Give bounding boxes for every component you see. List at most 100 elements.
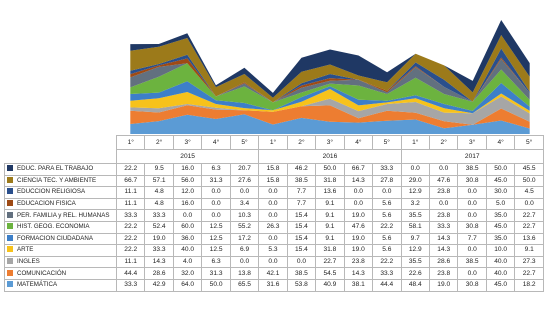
data-label: 12.9: [400, 244, 430, 257]
data-label: 35.5: [400, 209, 430, 222]
x-tick-label: 2°: [144, 135, 174, 150]
data-label: 9.1: [514, 244, 544, 257]
legend-swatch: [7, 223, 13, 230]
data-label: 33.3: [144, 209, 174, 222]
data-label: 0.0: [258, 232, 288, 246]
x-tick-label: 3°: [457, 135, 487, 150]
data-label: 3.4: [229, 197, 260, 211]
data-label: 57.1: [144, 174, 174, 188]
data-label: 31.6: [258, 278, 288, 292]
data-label: 7.7: [457, 232, 487, 246]
data-label: 22.2: [115, 232, 146, 246]
data-label: 44.4: [372, 278, 402, 292]
area-educ-para-el-trabajo: [130, 20, 530, 98]
data-label: 9.1: [315, 232, 345, 246]
data-label: 45.0: [485, 278, 516, 292]
data-label: 5.6: [372, 244, 402, 257]
data-label: 14.3: [343, 267, 374, 280]
data-label: 15.4: [286, 244, 317, 257]
legend-entry: INGLES: [4, 255, 117, 269]
data-label: 14.3: [428, 244, 459, 257]
legend-swatch: [7, 200, 13, 207]
legend-swatch: [7, 281, 13, 288]
data-label: 12.0: [172, 186, 203, 199]
data-label: 19.0: [343, 209, 374, 222]
legend-entry: FORMACION CIUDADANA: [4, 232, 117, 246]
data-label: 28.6: [428, 255, 459, 269]
legend-entry: ARTE: [4, 244, 117, 257]
x-tick-label: 4°: [201, 135, 231, 150]
data-label: 22.2: [115, 163, 146, 176]
data-label: 48.4: [400, 278, 430, 292]
data-label: 40.0: [485, 267, 516, 280]
x-tick-label: 4°: [343, 135, 374, 150]
data-label: 33.3: [428, 220, 459, 234]
legend-swatch: [7, 258, 13, 265]
x-tick-label: 4°: [485, 135, 516, 150]
data-label: 38.5: [286, 174, 317, 188]
data-label: 35.0: [485, 232, 516, 246]
x-tick-label: 1°: [400, 135, 430, 150]
data-label: 11.1: [115, 197, 146, 211]
data-label: 30.8: [457, 278, 487, 292]
data-label: 33.3: [372, 163, 402, 176]
data-table: 1° 2° 3° 4° 5° 1° 2° 3° 4° 5° 1° 2° 3° 4° 5° 2015 2016 20…: [4, 135, 545, 292]
data-label: 5.6: [372, 197, 402, 211]
legend-swatch: [7, 211, 13, 218]
data-label: 29.0: [400, 174, 430, 188]
data-label: 33.3: [372, 267, 402, 280]
series-name: EDUCCION RELIGIOSA: [17, 188, 86, 196]
data-label: 13.8: [229, 267, 260, 280]
data-label: 35.0: [485, 209, 516, 222]
data-label: 5.6: [372, 232, 402, 246]
data-label: 15.4: [286, 220, 317, 234]
data-label: 10.0: [485, 244, 516, 257]
data-label: 54.5: [315, 267, 345, 280]
area-ciencia-tec-y-ambiente: [130, 35, 530, 103]
x-tick-label: 1°: [258, 135, 288, 150]
data-label: 31.8: [315, 174, 345, 188]
data-label: 45.5: [514, 163, 544, 176]
x-tick-label: 2°: [286, 135, 317, 150]
data-label: 28.6: [144, 267, 174, 280]
data-label: 23.8: [343, 255, 374, 269]
series-name: ARTE: [17, 246, 34, 254]
legend-entry: EDUC. PARA EL TRABAJO: [4, 163, 117, 176]
legend-swatch: [7, 176, 13, 183]
data-label: 0.0: [514, 197, 544, 211]
legend-swatch: [7, 165, 13, 172]
data-label: 45.0: [485, 174, 516, 188]
table-row: CIENCIA TEC. Y AMBIENTE 66.7 57.1 56.0 31.3 2…: [4, 174, 544, 188]
data-label: 7.7: [286, 197, 317, 211]
data-label: 15.8: [258, 163, 288, 176]
legend-entry: MATEMÁTICA: [4, 278, 117, 292]
data-label: 12.5: [201, 220, 231, 234]
data-label: 32.0: [172, 267, 203, 280]
data-label: 27.3: [514, 255, 544, 269]
data-label: 50.0: [485, 163, 516, 176]
data-label: 33.3: [115, 209, 146, 222]
data-label: 0.0: [201, 186, 231, 199]
data-label: 22.7: [514, 220, 544, 234]
data-label: 0.0: [172, 209, 203, 222]
data-label: 9.1: [315, 220, 345, 234]
series-name: INGLES: [17, 258, 40, 266]
data-label: 9.1: [315, 209, 345, 222]
data-label: 30.0: [485, 186, 516, 199]
data-label: 31.8: [315, 244, 345, 257]
data-label: 0.0: [457, 209, 487, 222]
series-name: MATEMÁTICA: [17, 281, 58, 289]
legend-swatch: [7, 234, 13, 241]
series-name: EDUC. PARA EL TRABAJO: [17, 165, 94, 173]
data-label: 30.8: [457, 220, 487, 234]
data-label: 9.5: [144, 163, 174, 176]
data-label: 12.5: [201, 232, 231, 246]
data-label: 11.1: [115, 255, 146, 269]
data-label: 19.0: [428, 278, 459, 292]
data-label: 46.2: [286, 163, 317, 176]
data-label: 4.8: [144, 186, 174, 199]
data-label: 0.0: [229, 186, 260, 199]
data-label: 0.0: [258, 197, 288, 211]
data-label: 15.4: [286, 209, 317, 222]
